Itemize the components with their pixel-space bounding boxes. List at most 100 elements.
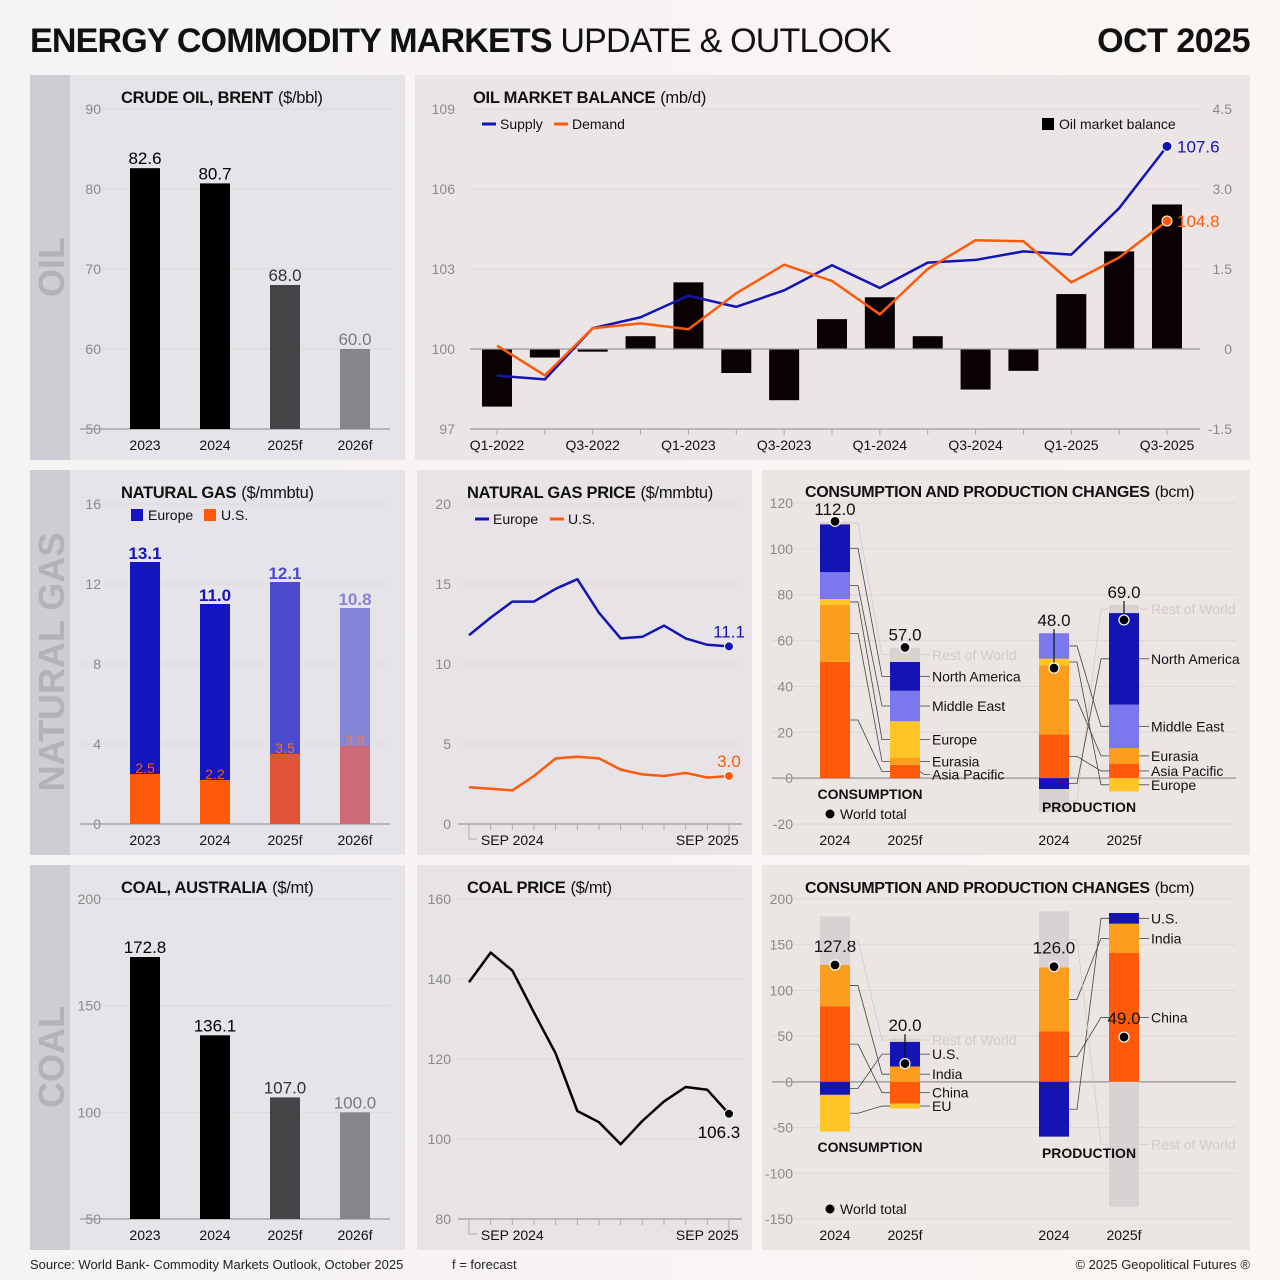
y-tick-label: 103 <box>432 261 456 277</box>
chart-title-unit: (mb/d) <box>660 89 706 107</box>
legend-label: Europe <box>148 507 193 523</box>
end-point <box>724 1108 734 1119</box>
y-tick-label: 160 <box>428 891 452 907</box>
data-label: 12.1 <box>268 564 301 583</box>
connector-line <box>1069 917 1109 1110</box>
group-label: CONSUMPTION <box>818 786 923 802</box>
x-tick-label: 2026f <box>337 437 372 453</box>
bar-us <box>130 774 160 824</box>
chart-title-unit: (bcm) <box>1155 484 1194 501</box>
segment-label: China <box>1151 1009 1188 1025</box>
legend-label: World total <box>840 806 907 822</box>
balance-bar <box>1056 294 1087 349</box>
chart-panel <box>417 865 752 1250</box>
data-label: 2.2 <box>205 766 225 782</box>
world-total-dot <box>899 641 911 654</box>
connector-line <box>1069 755 1109 772</box>
segment-middle-east <box>1109 704 1139 749</box>
segment-north-america <box>1039 778 1069 790</box>
segment-label: U.S. <box>932 1046 959 1062</box>
x-tick-label: Q1-2023 <box>661 437 716 453</box>
x-bracket <box>723 1225 730 1235</box>
bar <box>340 1112 370 1219</box>
segment-eurasia <box>820 604 850 662</box>
segment-rest-of-world <box>1109 1081 1139 1207</box>
y-tick-label: 100 <box>432 341 456 357</box>
connector-line <box>1069 938 1109 1145</box>
x-tick-label: 2024 <box>1038 832 1069 848</box>
y-tick-label: 70 <box>85 261 101 277</box>
connector-line <box>1069 699 1109 757</box>
world-total-dot <box>899 1057 911 1070</box>
end-point <box>724 641 734 652</box>
oil-balance-chart: 97 100 103 106 109 -1.5 0 1.5 3.0 4.5 OIL MARKET B… <box>432 89 1233 453</box>
legend-swatch <box>1042 118 1054 130</box>
world-total-dot <box>829 959 841 971</box>
balance-bar <box>1104 251 1135 349</box>
connector-line <box>850 601 890 741</box>
x-tick-label: 2024 <box>819 832 850 848</box>
label-leader <box>919 771 930 775</box>
line-supply <box>496 145 1168 381</box>
source-note: Source: World Bank- Commodity Markets Ou… <box>30 1257 404 1272</box>
x-tick-label: 2023 <box>129 832 160 848</box>
bar <box>340 349 370 429</box>
page-title: ENERGY COMMODITY MARKETS UPDATE & OUTLOO… <box>30 22 892 61</box>
end-point <box>1161 140 1173 152</box>
chart-title: COAL, AUSTRALIA ($/mt) <box>121 879 313 897</box>
end-label: 11.1 <box>713 622 745 641</box>
world-total-label: 57.0 <box>888 626 921 645</box>
y-tick-label: 150 <box>770 937 794 953</box>
x-tick-label: SEP 2024 <box>481 832 544 848</box>
chart-title-unit: ($/mmbtu) <box>640 484 712 502</box>
line-demand <box>496 220 1168 377</box>
y-tick-label: 150 <box>78 998 102 1014</box>
y-tick-label: 120 <box>770 495 794 511</box>
x-tick-label: SEP 2024 <box>481 1227 544 1243</box>
world-total-label: 127.8 <box>814 937 857 956</box>
natgas_price-chart: 0 5 10 15 20 NATURAL GAS PRICE ($/mmbtu) SEP 20… <box>435 484 744 848</box>
x-tick-label: 2024 <box>199 1227 230 1243</box>
legend-label: U.S. <box>568 511 595 527</box>
connector-line <box>850 547 890 677</box>
connector-line <box>850 522 890 656</box>
segment-china <box>820 1006 850 1082</box>
end-label: 107.6 <box>1177 137 1220 156</box>
segment-north-america <box>820 524 850 573</box>
connector-line <box>850 585 890 707</box>
section-band-coal <box>30 865 70 1250</box>
chart-title-bold: NATURAL GAS PRICE <box>467 484 636 502</box>
x-tick-label: 2024 <box>199 437 230 453</box>
world-total-dot <box>1118 614 1130 626</box>
world-total-label: 48.0 <box>1037 611 1070 630</box>
x-tick-label: Q1-2022 <box>470 437 525 453</box>
world-total-legend-dot <box>825 809 835 819</box>
y-tick-label: 40 <box>777 678 793 694</box>
segment-label: North America <box>1151 651 1240 667</box>
connector-line <box>1069 937 1109 1000</box>
segment-label: Asia Pacific <box>932 766 1004 782</box>
chart-title-bold: CONSUMPTION AND PRODUCTION CHANGES <box>805 484 1150 501</box>
chart-title-bold: CRUDE OIL, BRENT <box>121 89 273 107</box>
segment-india <box>1109 923 1139 954</box>
y-tick-label: 109 <box>432 101 456 117</box>
legend-label: U.S. <box>221 507 248 523</box>
data-label: 172.8 <box>124 938 167 957</box>
group-label: PRODUCTION <box>1042 799 1136 815</box>
bar <box>200 1035 230 1219</box>
balance-bar <box>529 349 560 358</box>
section-band-oil <box>30 75 70 460</box>
segment-china <box>890 1081 920 1104</box>
end-point <box>724 771 734 781</box>
y2-tick-label: -1.5 <box>1208 421 1232 437</box>
chart-panel <box>417 470 752 855</box>
segment-rest-of-world <box>890 647 920 662</box>
segment-label: Eurasia <box>932 753 980 769</box>
y2-tick-label: 1.5 <box>1213 261 1233 277</box>
segment-label: Middle East <box>932 698 1005 714</box>
segment-middle-east <box>890 690 920 722</box>
data-label: 11.0 <box>199 586 231 605</box>
segment-label: North America <box>932 668 1021 684</box>
page-title-rest: UPDATE & OUTLOOK <box>551 22 891 60</box>
